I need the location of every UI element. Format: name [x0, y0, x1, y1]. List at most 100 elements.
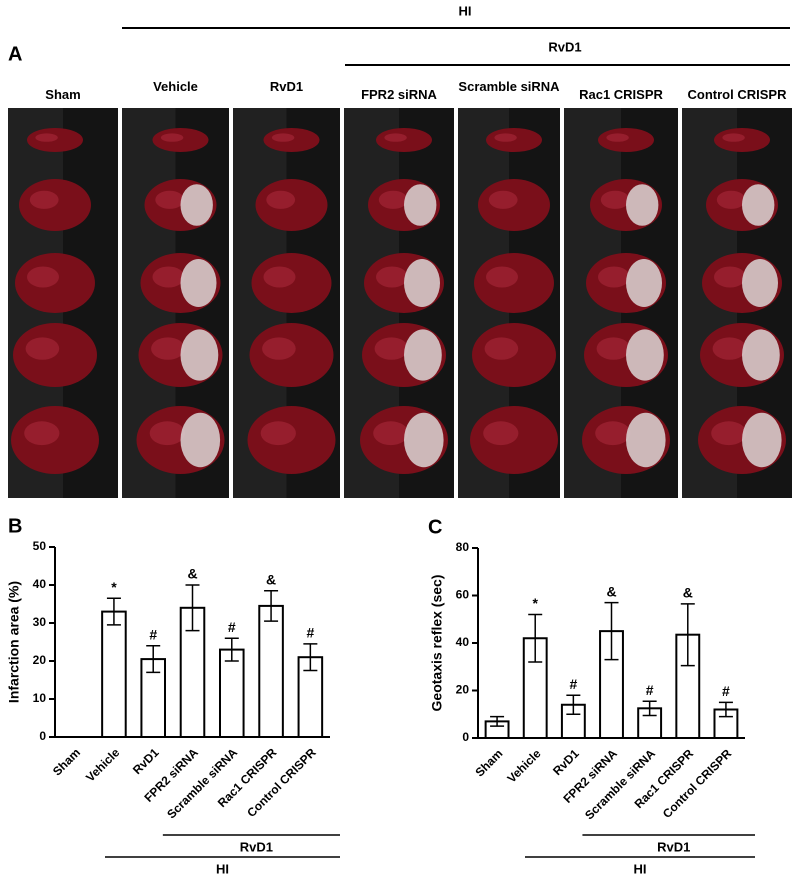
annotation: & [683, 585, 693, 601]
x-tick-label: Sham [472, 746, 505, 779]
brain-highlight [600, 190, 630, 209]
error-bar [303, 643, 318, 672]
y-tick-label: 0 [462, 730, 469, 744]
x-tick-label: Scramble siRNA [582, 746, 658, 822]
brain-highlight [260, 421, 296, 446]
infarct [180, 184, 213, 226]
brain-highlight [373, 421, 409, 446]
brain-highlight [716, 190, 746, 209]
panel-label: C [428, 516, 442, 538]
brain-highlight [598, 266, 630, 288]
annotation: # [306, 625, 314, 641]
infarct [404, 184, 437, 226]
brain-highlight [35, 133, 58, 142]
y-axis-label: Geotaxis reflex (sec) [429, 575, 445, 712]
infarct [742, 329, 780, 381]
brain-highlight [271, 133, 295, 142]
brain-highlight [149, 421, 185, 446]
infarct [742, 412, 782, 468]
bar [258, 604, 284, 739]
x-tick-label: RvD1 [130, 745, 162, 777]
brain-highlight [27, 266, 59, 288]
infarct [626, 184, 659, 226]
error-bar [528, 613, 543, 663]
y-tick-label: 20 [456, 683, 470, 697]
brain-highlight [151, 337, 185, 360]
infarct [404, 259, 440, 307]
annotation: & [187, 566, 197, 582]
error-bar [680, 603, 695, 667]
column-label: Scramble siRNA [458, 79, 560, 94]
group-label: RvD1 [548, 39, 581, 54]
error-bar [490, 715, 505, 727]
brain-highlight [152, 266, 185, 288]
infarct [626, 259, 662, 307]
bar [219, 648, 245, 738]
error-bar [642, 700, 657, 717]
group-label: HI [634, 861, 647, 876]
bar [101, 610, 127, 738]
brain-highlight [262, 337, 296, 360]
group-label: HI [216, 861, 229, 876]
group-label: HI [459, 3, 472, 18]
brain-highlight [29, 190, 59, 209]
group-label: RvD1 [240, 839, 273, 854]
column-label: Vehicle [153, 79, 198, 94]
x-tick-label: Vehicle [83, 745, 122, 784]
annotation: # [722, 683, 730, 699]
infarct [626, 329, 664, 381]
y-tick-label: 80 [456, 540, 470, 554]
brain-highlight [263, 266, 296, 288]
brain-highlight [374, 337, 409, 360]
y-tick-label: 50 [33, 539, 47, 553]
error-bar [185, 584, 200, 632]
annotation: # [569, 676, 577, 692]
infarct [180, 412, 221, 468]
y-tick-label: 40 [33, 577, 47, 591]
annotation: # [149, 627, 157, 643]
panel-label: A [8, 43, 22, 65]
annotation: # [228, 619, 236, 635]
infarct [742, 184, 775, 226]
x-tick-label: Control CRISPR [244, 745, 319, 820]
infarct [742, 259, 778, 307]
brain-highlight [155, 190, 185, 209]
brain-highlight [722, 133, 745, 142]
brain-highlight [384, 133, 407, 142]
brain-highlight [714, 266, 746, 288]
brain-highlight [486, 266, 518, 288]
brain-highlight [160, 133, 184, 142]
brain-highlight [595, 421, 631, 446]
error-bar [566, 694, 581, 715]
column-label: Control CRISPR [687, 87, 787, 102]
brain-highlight [24, 421, 60, 446]
y-tick-label: 60 [456, 588, 470, 602]
error-bar [718, 701, 733, 718]
error-bar [146, 645, 161, 674]
error-bar [264, 589, 279, 622]
brain-highlight [483, 421, 519, 446]
column-label: Sham [45, 87, 81, 102]
y-tick-label: 30 [33, 615, 47, 629]
error-bar [604, 601, 619, 661]
brain-highlight [711, 421, 747, 446]
y-tick-label: 40 [456, 635, 470, 649]
brain-highlight [376, 266, 408, 288]
x-tick-label: Vehicle [504, 746, 543, 785]
y-tick-label: 20 [33, 653, 47, 667]
error-bar [106, 597, 121, 626]
annotation: & [266, 571, 276, 587]
brain-highlight [25, 337, 60, 360]
brain-highlight [378, 190, 408, 209]
annotation: * [111, 579, 117, 595]
y-tick-label: 10 [33, 691, 47, 705]
brain-highlight [712, 337, 747, 360]
infarct [404, 329, 442, 381]
brain-highlight [606, 133, 629, 142]
column-label: RvD1 [269, 79, 304, 94]
group-label: RvD1 [657, 839, 690, 854]
brain-highlight [484, 337, 519, 360]
column-label: Rac1 CRISPR [579, 87, 663, 102]
